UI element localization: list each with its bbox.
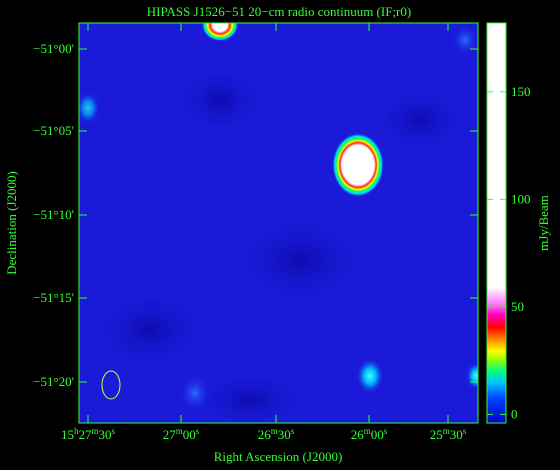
colorbar-tick-label: 100 — [511, 191, 531, 206]
radio-image — [79, 23, 478, 423]
tick-number: 00 — [183, 427, 196, 442]
y-tick-label: −51°20' — [33, 374, 74, 389]
tick-unit: m — [91, 426, 98, 436]
y-tick-label: −51°15' — [33, 290, 74, 305]
tick-unit: m — [364, 426, 371, 436]
y-axis-label: Declination (J2000) — [4, 171, 19, 275]
tick-number: 30 — [99, 427, 112, 442]
colorbar — [487, 23, 506, 423]
colorbar-tick-label: 0 — [511, 406, 518, 421]
x-tick-label: 26m00s — [351, 426, 388, 442]
tick-number: 27 — [78, 427, 92, 442]
tick-number: 27 — [163, 427, 177, 442]
x-axis-label: Right Ascension (J2000) — [214, 449, 343, 464]
tick-unit: m — [443, 426, 450, 436]
title: HIPASS J1526−51 20−cm radio continuum (I… — [147, 4, 411, 19]
beam — [101, 370, 121, 400]
colorbar-tick-label: 150 — [511, 84, 531, 99]
y-tick-label: −51°00' — [33, 41, 74, 56]
y-tick-label: −51°10' — [33, 207, 74, 222]
tick-unit: s — [291, 426, 295, 436]
x-tick-label: 15h27m30s — [61, 426, 116, 442]
plot-frame — [78, 22, 479, 424]
x-tick-label: 26m30s — [258, 426, 295, 442]
x-tick-label: 27m00s — [163, 426, 200, 442]
tick-unit: s — [112, 426, 116, 436]
tick-unit: s — [463, 426, 467, 436]
y-tick-label: −51°05' — [33, 123, 74, 138]
tick-number: 25 — [430, 427, 443, 442]
tick-number: 00 — [371, 427, 384, 442]
x-tick-label: 25m30s — [430, 426, 467, 442]
colorbar-label: mJy/Beam — [536, 195, 551, 251]
colorbar-tick-label: 50 — [511, 299, 524, 314]
tick-unit: s — [196, 426, 200, 436]
tick-unit: h — [74, 426, 79, 436]
tick-number: 26 — [351, 427, 365, 442]
tick-unit: m — [271, 426, 278, 436]
tick-number: 15 — [61, 427, 74, 442]
tick-number: 30 — [278, 427, 291, 442]
colorbar-frame — [486, 22, 507, 424]
tick-unit: m — [176, 426, 183, 436]
tick-number: 26 — [258, 427, 272, 442]
tick-unit: s — [384, 426, 388, 436]
tick-number: 30 — [450, 427, 463, 442]
